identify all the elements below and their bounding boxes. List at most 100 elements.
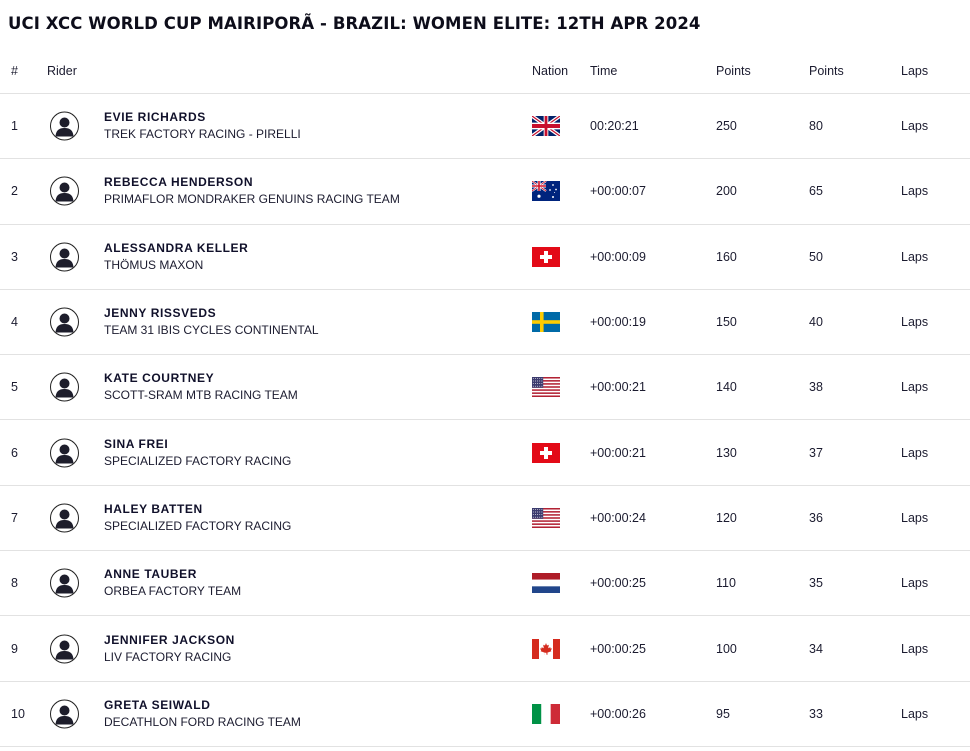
header-nation: Nation [532, 64, 569, 78]
points-cell: 250 [716, 119, 737, 134]
laps-cell: Laps [901, 576, 929, 591]
rider-team: LIV FACTORY RACING [104, 649, 232, 664]
points-secondary-cell: 80 [809, 119, 823, 134]
rider-team: DECATHLON FORD RACING TEAM [104, 714, 301, 729]
time-cell: +00:00:24 [590, 510, 646, 525]
time-cell: +00:00:25 [590, 641, 646, 656]
rider-cell: GRETA SEIWALD DECATHLON FORD RACING TEAM [104, 697, 301, 731]
time-cell: +00:00:26 [590, 706, 646, 721]
table-header: # Rider Nation Time Points Points Laps [0, 49, 970, 94]
rider-name: JENNY RISSVEDS [104, 306, 217, 321]
points-cell: 95 [716, 706, 730, 721]
points-secondary-cell: 33 [809, 706, 823, 721]
avatar-icon [50, 111, 79, 141]
ca-flag-icon [532, 638, 560, 659]
se-flag-icon [532, 312, 560, 333]
time-cell: +00:00:09 [590, 249, 646, 264]
time-cell: 00:20:21 [590, 119, 639, 134]
points-cell: 140 [716, 380, 737, 395]
time-cell: +00:00:21 [590, 380, 646, 395]
rider-cell: JENNIFER JACKSON LIV FACTORY RACING [104, 632, 235, 666]
ch-flag-icon [532, 442, 560, 463]
laps-cell: Laps [901, 445, 929, 460]
rider-cell: ALESSANDRA KELLER THÖMUS MAXON [104, 240, 248, 274]
points-cell: 110 [716, 576, 736, 591]
avatar-icon [50, 176, 79, 206]
rider-cell: EVIE RICHARDS TREK FACTORY RACING - PIREL… [104, 109, 301, 143]
it-flag-icon [532, 703, 560, 724]
avatar-icon [50, 307, 79, 337]
time-cell: +00:00:21 [590, 445, 646, 460]
laps-cell: Laps [901, 706, 929, 721]
rider-name: SINA FREI [104, 436, 169, 451]
table-row: 6 SINA FREI SPECIALIZED FACTORY RACING +00:… [0, 420, 970, 486]
time-cell: +00:00:07 [590, 184, 646, 199]
rider-cell: KATE COURTNEY SCOTT-SRAM MTB RACING TEAM [104, 370, 298, 404]
rider-team: SPECIALIZED FACTORY RACING [104, 453, 292, 468]
points-cell: 100 [716, 641, 737, 656]
rider-cell: SINA FREI SPECIALIZED FACTORY RACING [104, 436, 291, 470]
avatar-icon [50, 634, 79, 664]
page-title: UCI XCC WORLD CUP MAIRIPORÃ - BRAZIL: WO… [8, 14, 701, 33]
us-flag-icon [532, 377, 560, 398]
rider-team: SCOTT-SRAM MTB RACING TEAM [104, 388, 298, 403]
time-cell: +00:00:25 [590, 576, 646, 591]
rider-cell: JENNY RISSVEDS TEAM 31 IBIS CYCLES CONTIN… [104, 305, 319, 339]
laps-cell: Laps [901, 641, 929, 656]
laps-cell: Laps [901, 184, 929, 199]
rider-name: JENNIFER JACKSON [104, 632, 235, 647]
laps-cell: Laps [901, 380, 929, 395]
table-row: 7 HALEY BATTEN SPECIALIZED FACTORY RACING +… [0, 486, 970, 552]
table-row: 5 KATE COURTNEY SCOTT-SRAM MTB RACING TEAM… [0, 355, 970, 421]
avatar-icon [50, 438, 79, 468]
rank-cell: 9 [11, 641, 18, 656]
rider-name: REBECCA HENDERSON [104, 175, 254, 190]
laps-cell: Laps [901, 315, 929, 330]
points-secondary-cell: 34 [809, 641, 823, 656]
table-row: 9 JENNIFER JACKSON LIV FACTORY RACING +00:0… [0, 616, 970, 682]
header-points: Points [716, 64, 751, 78]
table-row: 1 EVIE RICHARDS TREK FACTORY RACING - PIRE… [0, 94, 970, 160]
rank-cell: 3 [11, 249, 18, 264]
points-cell: 160 [716, 249, 737, 264]
rank-cell: 6 [11, 445, 18, 460]
rank-cell: 7 [11, 510, 18, 525]
points-secondary-cell: 36 [809, 510, 823, 525]
rider-team: THÖMUS MAXON [104, 257, 204, 272]
rider-team: ORBEA FACTORY TEAM [104, 584, 242, 599]
time-cell: +00:00:19 [590, 315, 646, 330]
points-secondary-cell: 65 [809, 184, 823, 199]
ch-flag-icon [532, 246, 560, 267]
rank-cell: 10 [11, 706, 25, 721]
rider-team: SPECIALIZED FACTORY RACING [104, 518, 292, 533]
points-cell: 120 [716, 510, 737, 525]
points-cell: 150 [716, 315, 737, 330]
points-secondary-cell: 35 [809, 576, 823, 591]
us-flag-icon [532, 507, 560, 528]
avatar-icon [50, 568, 79, 598]
points-secondary-cell: 38 [809, 380, 823, 395]
avatar-icon [50, 242, 79, 272]
rider-team: TREK FACTORY RACING - PIRELLI [104, 127, 301, 142]
points-secondary-cell: 40 [809, 315, 823, 330]
header-time: Time [590, 64, 618, 78]
header-laps: Laps [901, 64, 929, 78]
gb-flag-icon [532, 116, 560, 137]
rider-name: ANNE TAUBER [104, 567, 198, 582]
nl-flag-icon [532, 573, 560, 594]
rank-cell: 8 [11, 576, 18, 591]
avatar-icon [50, 699, 79, 729]
points-cell: 130 [716, 445, 737, 460]
rank-cell: 1 [11, 119, 18, 134]
table-row: 3 ALESSANDRA KELLER THÖMUS MAXON +00:00:09 1… [0, 225, 970, 290]
points-secondary-cell: 50 [809, 249, 823, 264]
laps-cell: Laps [901, 510, 929, 525]
rider-cell: ANNE TAUBER ORBEA FACTORY TEAM [104, 566, 241, 600]
rank-cell: 2 [11, 184, 18, 199]
header-rider: Rider [47, 64, 77, 78]
rider-cell: REBECCA HENDERSON PRIMAFLOR MONDRAKER GEN… [104, 174, 400, 208]
table-row: 4 JENNY RISSVEDS TEAM 31 IBIS CYCLES CONTI… [0, 290, 970, 356]
rider-cell: HALEY BATTEN SPECIALIZED FACTORY RACING [104, 501, 291, 535]
au-flag-icon [532, 181, 560, 202]
rider-name: KATE COURTNEY [104, 371, 215, 386]
